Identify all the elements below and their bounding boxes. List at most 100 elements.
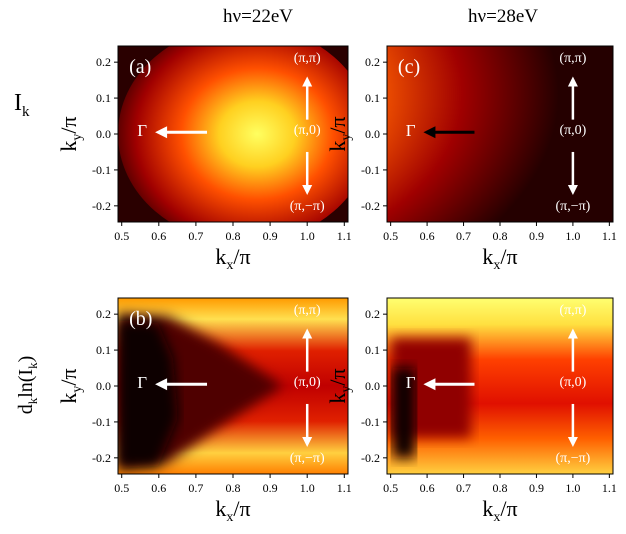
x-tick-label: 0.9 xyxy=(529,481,544,495)
x-tick-label: 0.7 xyxy=(188,481,203,495)
panel xyxy=(118,46,348,222)
x-axis-label: kx/π xyxy=(482,244,517,273)
y-tick-label: 0.2 xyxy=(365,55,380,69)
x-tick-label: 0.6 xyxy=(151,481,166,495)
y-tick-label: 0.0 xyxy=(96,379,111,393)
x-tick-label: 1.1 xyxy=(602,481,617,495)
x-tick-label: 0.9 xyxy=(263,229,278,243)
arrow-head xyxy=(567,437,578,448)
x-tick-label: 1.1 xyxy=(602,229,617,243)
axis-label-part: k xyxy=(56,393,81,404)
x-tick-label: 1.0 xyxy=(565,229,580,243)
column-title: hν=22eV xyxy=(223,6,293,27)
point-label: (π,0) xyxy=(559,375,586,390)
x-tick-label: 0.8 xyxy=(226,229,241,243)
axis-label-part: k xyxy=(215,496,226,521)
x-tick-label: 0.7 xyxy=(456,229,471,243)
x-tick-label: 0.6 xyxy=(420,481,435,495)
x-tick-label: 1.1 xyxy=(337,481,352,495)
panel xyxy=(387,298,613,474)
y-tick-label: 0.1 xyxy=(96,91,111,105)
axis-label-part: x xyxy=(226,510,233,525)
heatmap xyxy=(118,320,178,468)
y-tick-label: 0.1 xyxy=(96,343,111,357)
point-label: (π,−π) xyxy=(555,199,590,214)
x-tick-label: 0.8 xyxy=(226,481,241,495)
point-label: (π,−π) xyxy=(555,451,590,466)
heatmap xyxy=(387,46,602,222)
axis-label-part: k xyxy=(325,141,350,152)
x-axis-label: kx/π xyxy=(482,496,517,525)
x-tick-label: 1.0 xyxy=(300,481,315,495)
point-label: (π,π) xyxy=(559,303,586,318)
gamma-label: Γ xyxy=(406,121,416,140)
y-tick-label: 0.1 xyxy=(365,91,380,105)
arrow-head xyxy=(567,185,578,196)
row-label: Ik xyxy=(14,90,30,120)
axis-label-part: k xyxy=(325,393,350,404)
axis-label-part: x xyxy=(493,510,500,525)
x-axis-label: kx/π xyxy=(215,496,250,525)
row-label: dkln(Ik) xyxy=(15,356,40,415)
x-tick-label: 0.9 xyxy=(529,229,544,243)
x-tick-label: 0.8 xyxy=(493,229,508,243)
arrow-head xyxy=(302,437,313,448)
arrow-head xyxy=(567,328,578,339)
y-axis-label: ky/π xyxy=(325,116,354,151)
heatmap xyxy=(118,46,348,222)
axis-label-part: k xyxy=(482,244,493,269)
x-tick-label: 0.7 xyxy=(456,481,471,495)
column-title: hν=28eV xyxy=(468,6,538,27)
y-tick-label: -0.2 xyxy=(92,199,111,213)
y-tick-label: 0.2 xyxy=(96,55,111,69)
point-label: (π,π) xyxy=(294,51,321,66)
axis-label-part: /π xyxy=(233,244,250,269)
y-tick-label: -0.2 xyxy=(92,451,111,465)
axis-label-part: /π xyxy=(325,368,350,385)
y-tick-label: -0.2 xyxy=(361,451,380,465)
y-tick-label: -0.1 xyxy=(92,415,111,429)
x-axis-label: kx/π xyxy=(215,244,250,273)
axis-label-part: y xyxy=(70,386,85,393)
axis-label-part: /π xyxy=(500,496,517,521)
axis-label-part: k xyxy=(56,141,81,152)
axis-label-part: k xyxy=(215,244,226,269)
point-label: (π,0) xyxy=(559,123,586,138)
axis-label-part: x xyxy=(226,258,233,273)
x-tick-label: 0.8 xyxy=(493,481,508,495)
axis-label-part: /π xyxy=(233,496,250,521)
y-tick-label: -0.1 xyxy=(361,163,380,177)
arrow-head xyxy=(567,76,578,87)
gamma-label: Γ xyxy=(137,121,147,140)
axis-label-part: /π xyxy=(500,244,517,269)
arrow-head xyxy=(423,378,436,391)
arrow-head xyxy=(423,126,436,139)
point-label: (π,π) xyxy=(559,51,586,66)
gamma-label: Γ xyxy=(406,373,416,392)
point-label: (π,−π) xyxy=(290,451,325,466)
y-tick-label: 0.0 xyxy=(96,127,111,141)
panel-label: (b) xyxy=(129,308,152,330)
y-tick-label: 0.0 xyxy=(365,379,380,393)
y-axis-label: ky/π xyxy=(325,368,354,403)
y-tick-label: 0.1 xyxy=(365,343,380,357)
axis-label-part: /π xyxy=(325,116,350,133)
x-tick-label: 0.5 xyxy=(383,481,398,495)
arrow-head xyxy=(302,328,313,339)
arrow-head xyxy=(155,378,168,391)
x-tick-label: 0.6 xyxy=(420,229,435,243)
axis-label-part: y xyxy=(70,134,85,141)
x-tick-label: 0.9 xyxy=(263,481,278,495)
arrow-head xyxy=(155,126,168,139)
x-tick-label: 0.5 xyxy=(114,229,129,243)
x-tick-label: 0.7 xyxy=(188,229,203,243)
y-tick-label: -0.1 xyxy=(92,163,111,177)
axis-label-part: y xyxy=(339,134,354,141)
x-tick-label: 1.1 xyxy=(337,229,352,243)
x-tick-label: 1.0 xyxy=(565,481,580,495)
x-tick-label: 1.0 xyxy=(300,229,315,243)
arrow-head xyxy=(302,76,313,87)
panel-label: (a) xyxy=(129,56,151,78)
axis-label-part: /π xyxy=(56,116,81,133)
